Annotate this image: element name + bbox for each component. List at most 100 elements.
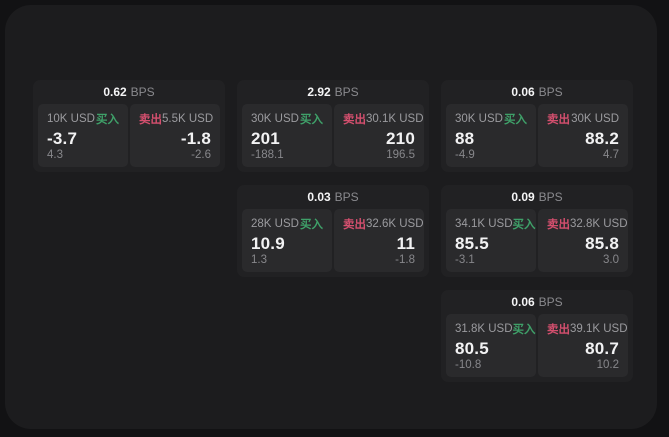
buy-tag: 买入	[504, 114, 527, 126]
dashboard-page: 0.62 BPS 10K USD 买入 -3.7 4.3	[5, 5, 657, 429]
buy-panel-top: 10K USD 买入	[47, 111, 119, 127]
sell-panel[interactable]: 卖出 30.1K USD 210 196.5	[334, 104, 424, 167]
sell-tag: 卖出	[547, 219, 570, 231]
bps-unit-label: BPS	[538, 85, 563, 99]
sell-tag: 卖出	[343, 114, 366, 126]
sell-sub-value: -1.8	[395, 253, 415, 266]
sell-panel[interactable]: 卖出 32.6K USD 11 -1.8	[334, 209, 424, 272]
sell-tag: 卖出	[139, 114, 162, 126]
sell-price: 80.7	[585, 338, 619, 358]
buy-panel-top: 28K USD 买入	[251, 216, 323, 232]
sell-panel-top: 卖出 5.5K USD	[139, 111, 214, 127]
buy-panel[interactable]: 34.1K USD 买入 85.5 -3.1	[446, 209, 536, 272]
sell-panel[interactable]: 卖出 5.5K USD -1.8 -2.6	[130, 104, 220, 167]
sell-panel[interactable]: 卖出 30K USD 88.2 4.7	[538, 104, 628, 167]
buy-price: 201	[251, 128, 280, 148]
buy-price: 88	[455, 128, 475, 148]
buy-panel[interactable]: 10K USD 买入 -3.7 4.3	[38, 104, 128, 167]
buy-tag: 买入	[96, 114, 119, 126]
sell-amount: 32.6K USD	[366, 218, 424, 230]
sell-tag: 卖出	[547, 114, 570, 126]
buy-panel[interactable]: 30K USD 买入 201 -188.1	[242, 104, 332, 167]
buy-panel-top: 30K USD 买入	[455, 111, 527, 127]
sell-sub-value: -2.6	[191, 148, 211, 161]
bps-value: 0.06	[511, 295, 535, 309]
sell-amount: 30K USD	[571, 113, 619, 125]
quote-card: 0.62 BPS 10K USD 买入 -3.7 4.3	[33, 80, 225, 172]
quote-card: 0.03 BPS 28K USD 买入 10.9 1.3	[237, 185, 429, 277]
buy-sub-value: -3.1	[455, 253, 475, 266]
buy-sell-panels: 30K USD 买入 88 -4.9 卖出 30K USD 88.2	[441, 104, 633, 167]
buy-price: 10.9	[251, 233, 285, 253]
bps-unit-label: BPS	[130, 85, 155, 99]
buy-tag: 买入	[300, 219, 323, 231]
buy-sell-panels: 10K USD 买入 -3.7 4.3 卖出 5.5K USD -1.8	[33, 104, 225, 167]
buy-amount: 34.1K USD	[455, 218, 513, 230]
card-header: 2.92 BPS	[237, 80, 429, 104]
bps-value: 0.09	[511, 190, 535, 204]
buy-panel-top: 30K USD 买入	[251, 111, 323, 127]
buy-amount: 30K USD	[455, 113, 503, 125]
sell-sub-value: 3.0	[603, 253, 619, 266]
sell-panel[interactable]: 卖出 32.8K USD 85.8 3.0	[538, 209, 628, 272]
sell-amount: 30.1K USD	[366, 113, 424, 125]
quote-card: 0.06 BPS 30K USD 买入 88 -4.9	[441, 80, 633, 172]
buy-sell-panels: 30K USD 买入 201 -188.1 卖出 30.1K USD 210	[237, 104, 429, 167]
bps-unit-label: BPS	[334, 190, 359, 204]
sell-sub-value: 196.5	[386, 148, 415, 161]
quote-card: 0.09 BPS 34.1K USD 买入 85.5 -3.1	[441, 185, 633, 277]
quote-card: 0.06 BPS 31.8K USD 买入 80.5 -10.8	[441, 290, 633, 382]
sell-price: 85.8	[585, 233, 619, 253]
buy-price: 85.5	[455, 233, 489, 253]
sell-panel-top: 卖出 30.1K USD	[343, 111, 424, 127]
buy-price: -3.7	[47, 128, 78, 148]
card-header: 0.06 BPS	[441, 80, 633, 104]
buy-sell-panels: 31.8K USD 买入 80.5 -10.8 卖出 39.1K USD 80	[441, 314, 633, 377]
sell-amount: 5.5K USD	[162, 113, 214, 125]
cards-column-1: 0.62 BPS 10K USD 买入 -3.7 4.3	[33, 80, 225, 172]
sell-price: 88.2	[585, 128, 619, 148]
bps-value: 0.06	[511, 85, 535, 99]
card-header: 0.03 BPS	[237, 185, 429, 209]
card-header: 0.62 BPS	[33, 80, 225, 104]
sell-amount: 39.1K USD	[570, 323, 628, 335]
buy-panel[interactable]: 31.8K USD 买入 80.5 -10.8	[446, 314, 536, 377]
buy-sub-value: -188.1	[251, 148, 284, 161]
buy-tag: 买入	[512, 219, 536, 231]
bps-unit-label: BPS	[334, 85, 359, 99]
quote-cards-grid: 0.62 BPS 10K USD 买入 -3.7 4.3	[33, 80, 633, 382]
sell-sub-value: 10.2	[596, 358, 619, 371]
buy-sub-value: 4.3	[47, 148, 63, 161]
buy-panel[interactable]: 30K USD 买入 88 -4.9	[446, 104, 536, 167]
sell-panel-top: 卖出 32.6K USD	[343, 216, 424, 232]
sell-price: 11	[396, 233, 415, 253]
buy-amount: 30K USD	[251, 113, 299, 125]
sell-tag: 卖出	[547, 324, 570, 336]
sell-panel-top: 卖出 30K USD	[547, 111, 619, 127]
sell-panel-top: 卖出 39.1K USD	[547, 321, 628, 337]
bps-value: 0.62	[103, 85, 127, 99]
buy-panel-top: 31.8K USD 买入	[455, 321, 536, 337]
sell-panel[interactable]: 卖出 39.1K USD 80.7 10.2	[538, 314, 628, 377]
sell-price: 210	[386, 128, 415, 148]
sell-sub-value: 4.7	[603, 148, 619, 161]
sell-amount: 32.8K USD	[570, 218, 628, 230]
cards-column-2: 2.92 BPS 30K USD 买入 201 -188.1	[237, 80, 429, 277]
buy-panel-top: 34.1K USD 买入	[455, 216, 536, 232]
bps-value: 0.03	[307, 190, 331, 204]
buy-amount: 10K USD	[47, 113, 95, 125]
sell-price: -1.8	[180, 128, 211, 148]
buy-sell-panels: 28K USD 买入 10.9 1.3 卖出 32.6K USD 11	[237, 209, 429, 272]
buy-sub-value: -4.9	[455, 148, 475, 161]
buy-panel[interactable]: 28K USD 买入 10.9 1.3	[242, 209, 332, 272]
buy-price: 80.5	[455, 338, 489, 358]
buy-sell-panels: 34.1K USD 买入 85.5 -3.1 卖出 32.8K USD 85.	[441, 209, 633, 272]
sell-tag: 卖出	[343, 219, 366, 231]
buy-sub-value: -10.8	[455, 358, 482, 371]
card-header: 0.09 BPS	[441, 185, 633, 209]
buy-tag: 买入	[512, 324, 536, 336]
sell-panel-top: 卖出 32.8K USD	[547, 216, 628, 232]
buy-amount: 28K USD	[251, 218, 299, 230]
card-header: 0.06 BPS	[441, 290, 633, 314]
